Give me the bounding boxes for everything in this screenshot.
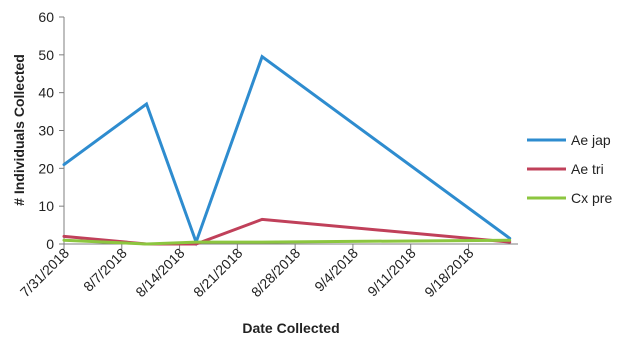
y-tick-label: 20 [38, 160, 54, 176]
y-tick-label: 40 [38, 85, 54, 101]
series-lines [62, 54, 512, 247]
chart-axes [59, 16, 518, 249]
x-tick-label: 9/4/2018 [311, 245, 361, 295]
y-tick-label: 10 [38, 198, 54, 214]
y-tick-labels: 0 10 20 30 40 50 60 [38, 9, 54, 252]
x-tick-label: 8/14/2018 [132, 245, 188, 301]
y-tick-label: 0 [46, 236, 54, 252]
legend-label: Cx pre [571, 190, 612, 206]
legend-label: Ae tri [571, 161, 604, 177]
x-axis-label: Date Collected [242, 320, 339, 336]
x-tick-label: 8/7/2018 [80, 245, 130, 295]
legend-label: Ae jap [571, 132, 611, 148]
series-line [62, 238, 512, 246]
y-tick-label: 60 [38, 9, 54, 25]
x-tick-label: 8/28/2018 [248, 245, 304, 301]
y-tick-label: 30 [38, 123, 54, 139]
series-line [62, 54, 512, 247]
x-tick-label: 9/18/2018 [421, 245, 477, 301]
chart-legend: Ae jap Ae tri Cx pre [527, 132, 612, 206]
x-tick-labels: 7/31/2018 8/7/2018 8/14/2018 8/21/2018 8/28/… [17, 245, 477, 301]
x-tick-label: 9/11/2018 [364, 245, 419, 300]
y-tick-label: 50 [38, 47, 54, 63]
x-tick-label: 8/21/2018 [190, 245, 246, 301]
y-axis-label: # Individuals Collected [11, 54, 27, 206]
x-tick-label: 7/31/2018 [17, 245, 73, 301]
